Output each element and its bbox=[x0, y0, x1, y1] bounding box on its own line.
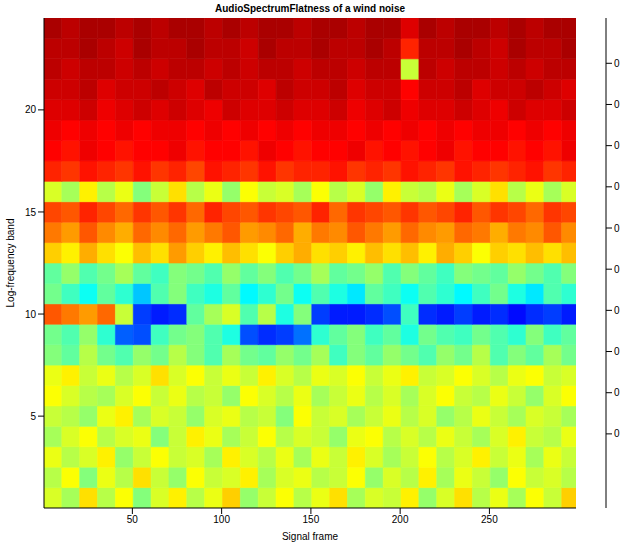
svg-text:20: 20 bbox=[25, 104, 37, 115]
svg-text:0: 0 bbox=[614, 140, 620, 151]
svg-text:Signal frame: Signal frame bbox=[282, 531, 339, 542]
svg-text:0: 0 bbox=[614, 428, 620, 439]
svg-text:10: 10 bbox=[25, 309, 37, 320]
svg-text:0: 0 bbox=[614, 264, 620, 275]
svg-text:200: 200 bbox=[392, 514, 409, 525]
svg-text:150: 150 bbox=[303, 514, 320, 525]
svg-text:0: 0 bbox=[614, 305, 620, 316]
svg-text:0: 0 bbox=[614, 346, 620, 357]
svg-text:100: 100 bbox=[213, 514, 230, 525]
svg-text:5: 5 bbox=[30, 411, 36, 422]
svg-text:0: 0 bbox=[614, 181, 620, 192]
svg-text:0: 0 bbox=[614, 387, 620, 398]
svg-text:250: 250 bbox=[481, 514, 498, 525]
svg-text:Log-frequency band: Log-frequency band bbox=[5, 219, 16, 308]
html-text:AudioSpectrumFlatness of a win: AudioSpectrumFlatness of a wind noise bbox=[215, 3, 405, 14]
svg-text:50: 50 bbox=[127, 514, 139, 525]
svg-text:0: 0 bbox=[614, 99, 620, 110]
svg-text:0: 0 bbox=[614, 58, 620, 69]
svg-text:15: 15 bbox=[25, 207, 37, 218]
svg-text:0: 0 bbox=[614, 223, 620, 234]
